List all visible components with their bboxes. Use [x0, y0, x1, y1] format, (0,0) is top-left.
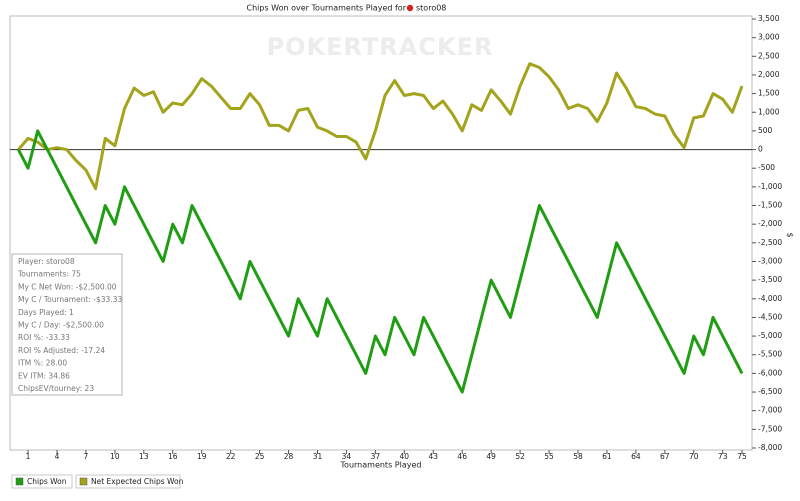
info-line: ROI %: -33.33 [18, 333, 70, 342]
info-line: Days Played: 1 [18, 308, 74, 317]
x-tick-label: 61 [602, 452, 612, 461]
info-line: ROI % Adjusted: -17.24 [18, 346, 105, 355]
y-tick-label: 3,000 [758, 33, 780, 42]
info-box-frame [11, 253, 123, 396]
series-line [17, 129, 744, 394]
info-line: ChipsEV/tourney: 23 [18, 384, 94, 393]
legend-frame [11, 474, 73, 489]
y-tick-label: -3,500 [758, 275, 782, 284]
x-tick-label: 7 [84, 452, 89, 461]
x-tick-label: 67 [660, 452, 670, 461]
x-tick-label: 19 [197, 452, 207, 461]
x-tick-label: 52 [515, 452, 525, 461]
y-tick-label: -1,000 [758, 182, 782, 191]
x-tick-label: 46 [457, 452, 467, 461]
x-tick-label: 70 [689, 452, 699, 461]
player-icon [406, 4, 414, 12]
x-tick-label: 58 [573, 452, 583, 461]
legend-label: Chips Won [27, 477, 67, 486]
y-tick-label: -500 [758, 163, 775, 172]
watermark: POKERTRACKER [267, 33, 494, 61]
x-tick-label: 16 [168, 452, 178, 461]
x-tick-label: 64 [631, 452, 641, 461]
info-box: Player: storo08 Tournaments: 75 My C Net W… [11, 253, 123, 396]
legend-swatch [79, 477, 88, 486]
x-tick-label: 31 [313, 452, 323, 461]
info-line: ITM %: 28.00 [18, 359, 67, 368]
x-tick-label: 73 [718, 452, 728, 461]
x-tick-label: 49 [486, 452, 496, 461]
legend: Chips Won Net Expected Chips Won [11, 474, 184, 489]
y-tick-label: -6,000 [758, 368, 782, 377]
y-tick-label: 500 [758, 126, 773, 135]
info-line: Player: storo08 [18, 257, 75, 266]
info-line: My C / Tournament: -$33.33 [18, 295, 122, 304]
x-tick-label: 25 [255, 452, 265, 461]
x-tick-label: 55 [544, 452, 554, 461]
x-axis-label: Tournaments Played [340, 461, 422, 470]
y-tick-label: 0 [758, 145, 763, 154]
y-tick-label: -2,500 [758, 238, 782, 247]
y-tick-label: -1,500 [758, 201, 782, 210]
y-tick-label: -2,000 [758, 219, 782, 228]
series-line [17, 62, 744, 191]
x-tick-label: 34 [342, 452, 352, 461]
legend-frame [75, 474, 181, 489]
y-tick-label: -8,000 [758, 443, 782, 452]
x-tick-label: 40 [400, 452, 410, 461]
y-tick-label: -3,000 [758, 256, 782, 265]
y-tick-label: 3,500 [758, 14, 780, 23]
x-tick-label: 1 [26, 452, 31, 461]
info-line: EV ITM: 34.86 [18, 371, 70, 380]
info-line: My C Net Won: -$2,500.00 [18, 282, 117, 291]
y-tick-label: -4,000 [758, 294, 782, 303]
y-tick-label: -5,500 [758, 350, 782, 359]
x-tick-label: 4 [55, 452, 60, 461]
info-line: Tournaments: 75 [17, 270, 81, 279]
x-tick-label: 10 [110, 452, 120, 461]
player-name: storo08 [416, 4, 446, 13]
x-tick-label: 43 [428, 452, 438, 461]
x-tick-label: 37 [371, 452, 381, 461]
legend-swatch [15, 477, 24, 486]
y-tick-label: 1,000 [758, 107, 780, 116]
y-tick-label: 2,000 [758, 70, 780, 79]
legend-label: Net Expected Chips Won [91, 477, 184, 486]
x-tick-label: 22 [226, 452, 236, 461]
x-tick-label: 28 [284, 452, 294, 461]
y-tick-label: -4,500 [758, 312, 782, 321]
y-tick-label: 1,500 [758, 89, 780, 98]
x-tick-label: 75 [737, 452, 747, 461]
y-axis-label: $ [786, 232, 795, 237]
info-line: My C / Day: -$2,500.00 [18, 321, 104, 330]
y-tick-label: 2,500 [758, 51, 780, 60]
y-tick-label: -6,500 [758, 387, 782, 396]
y-tick-label: -7,500 [758, 424, 782, 433]
y-tick-label: -7,000 [758, 406, 782, 415]
chart-title: Chips Won over Tournaments Played for [247, 4, 407, 13]
x-tick-label: 13 [139, 452, 149, 461]
y-tick-label: -5,000 [758, 331, 782, 340]
